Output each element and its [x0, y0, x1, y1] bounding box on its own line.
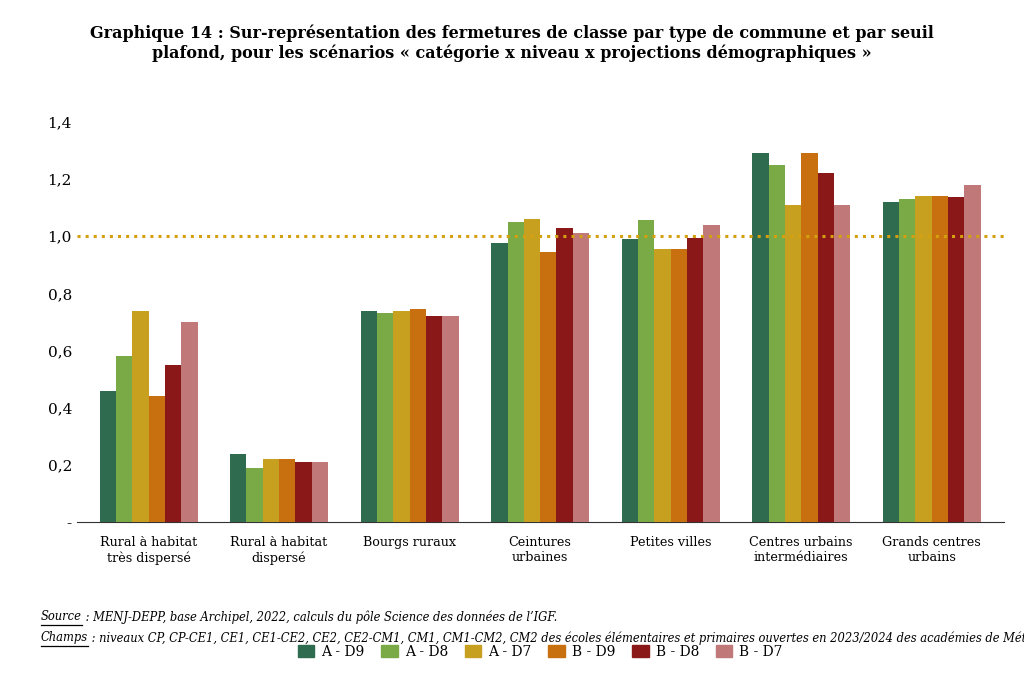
Legend: A - D9, A - D8, A - D7, B - D9, B - D8, B - D7: A - D9, A - D8, A - D7, B - D9, B - D8, …: [292, 639, 788, 664]
Bar: [899, 199, 915, 522]
Bar: [784, 205, 801, 522]
Bar: [932, 196, 948, 522]
Text: Graphique 14 : Sur-représentation des fermetures de classe par type de commune e: Graphique 14 : Sur-représentation des fe…: [90, 24, 934, 62]
Bar: [296, 462, 311, 522]
Bar: [556, 228, 572, 522]
Bar: [247, 468, 263, 522]
Bar: [915, 196, 932, 522]
Bar: [948, 197, 965, 522]
Bar: [410, 309, 426, 522]
Bar: [360, 311, 377, 522]
Bar: [230, 454, 247, 522]
Bar: [99, 391, 116, 522]
Text: Champs: Champs: [41, 631, 88, 644]
Text: Source: Source: [41, 610, 82, 623]
Bar: [311, 462, 328, 522]
Bar: [753, 153, 769, 522]
Bar: [654, 249, 671, 522]
Bar: [132, 311, 148, 522]
Bar: [883, 202, 899, 522]
Bar: [703, 225, 720, 522]
Bar: [965, 185, 981, 522]
Bar: [442, 316, 459, 522]
Bar: [181, 322, 198, 522]
Bar: [687, 237, 703, 522]
Bar: [263, 459, 280, 522]
Bar: [817, 173, 834, 522]
Text: : niveaux CP, CP-CE1, CE1, CE1-CE2, CE2, CE2-CM1, CM1, CM1-CM2, CM2 des écoles é: : niveaux CP, CP-CE1, CE1, CE1-CE2, CE2,…: [88, 631, 1024, 645]
Bar: [638, 220, 654, 522]
Bar: [116, 356, 132, 522]
Bar: [148, 397, 165, 522]
Bar: [426, 316, 442, 522]
Bar: [541, 252, 556, 522]
Bar: [165, 365, 181, 522]
Bar: [769, 165, 784, 522]
Bar: [393, 311, 410, 522]
Bar: [572, 233, 589, 522]
Text: : MENJ-DEPP, base Archipel, 2022, calculs du pôle Science des données de l’IGF.: : MENJ-DEPP, base Archipel, 2022, calcul…: [82, 610, 557, 624]
Bar: [622, 239, 638, 522]
Bar: [508, 222, 524, 522]
Bar: [801, 153, 817, 522]
Bar: [377, 313, 393, 522]
Bar: [671, 249, 687, 522]
Bar: [280, 459, 296, 522]
Bar: [492, 244, 508, 522]
Bar: [524, 219, 541, 522]
Bar: [834, 205, 850, 522]
